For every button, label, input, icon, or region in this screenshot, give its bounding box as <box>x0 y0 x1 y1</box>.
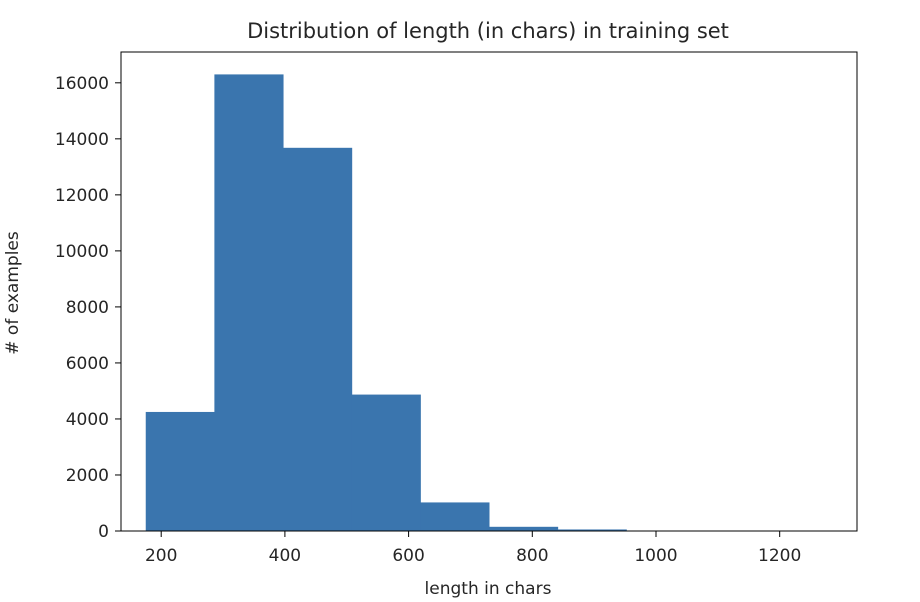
histogram-bar <box>214 74 284 531</box>
histogram-bar <box>283 147 353 532</box>
y-tick-label: 8000 <box>66 298 109 318</box>
histogram-bar <box>145 411 215 531</box>
y-tick-label: 10000 <box>55 242 109 262</box>
y-tick-label: 4000 <box>66 410 109 430</box>
x-tick-label: 600 <box>392 546 424 566</box>
histogram-bar <box>420 502 490 531</box>
histogram-bar <box>557 529 627 531</box>
y-tick-label: 2000 <box>66 466 109 486</box>
chart-title: Distribution of length (in chars) in tra… <box>247 19 729 43</box>
x-tick-label: 1000 <box>634 546 677 566</box>
bars-group <box>145 74 833 532</box>
histogram-bar <box>489 526 559 531</box>
x-tick-label: 1200 <box>758 546 801 566</box>
histogram-bar <box>351 394 421 531</box>
y-tick-label: 16000 <box>55 74 109 94</box>
x-tick-label: 400 <box>269 546 301 566</box>
y-tick-label: 0 <box>98 522 109 542</box>
y-tick-label: 6000 <box>66 354 109 374</box>
x-axis-label: length in chars <box>425 579 552 599</box>
x-tick-label: 200 <box>145 546 177 566</box>
x-axis: 200 400 600 800 1000 1200 <box>145 531 801 566</box>
y-tick-label: 12000 <box>55 186 109 206</box>
y-axis: 0 2000 4000 6000 8000 10000 12000 14000 16000 <box>55 74 121 542</box>
plot-frame <box>120 51 858 532</box>
y-tick-label: 14000 <box>55 130 109 150</box>
x-tick-label: 800 <box>516 546 548 566</box>
y-axis-label: # of examples <box>3 231 23 355</box>
